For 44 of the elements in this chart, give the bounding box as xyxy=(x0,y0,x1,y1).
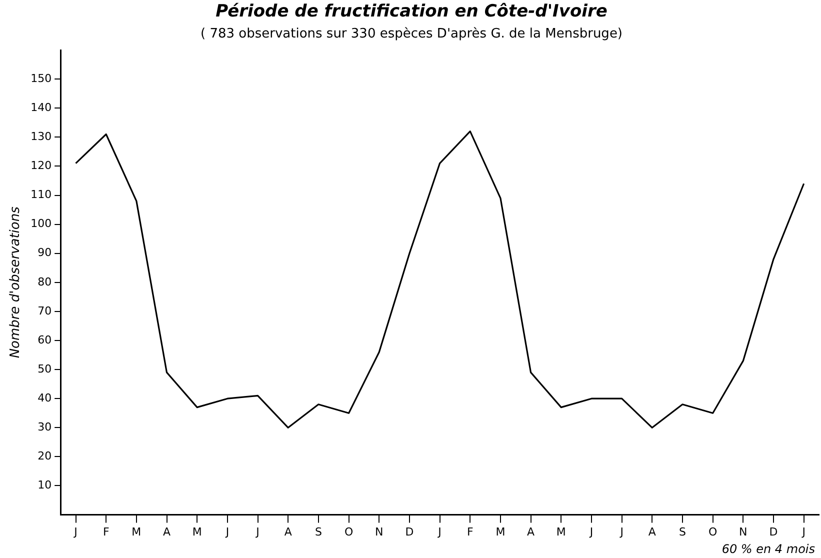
x-tick-label: N xyxy=(739,525,748,538)
chart-subtitle: ( 783 observations sur 330 espèces D'après G. de la Mensbruge) xyxy=(200,26,623,42)
y-tick-label: 80 xyxy=(38,275,52,288)
y-tick-label: 90 xyxy=(38,246,52,260)
y-tick-label: 60 xyxy=(38,333,52,346)
y-tick-label: 130 xyxy=(30,130,52,144)
y-tick-label: 40 xyxy=(38,391,52,404)
y-axis-title: Nombre d'observations xyxy=(8,206,24,358)
x-tick-label: M xyxy=(132,525,142,538)
x-tick-label: D xyxy=(405,525,414,538)
x-tick-label: J xyxy=(801,525,806,538)
x-tick-label: S xyxy=(678,525,686,538)
x-tick-label: A xyxy=(527,525,536,538)
text: 60 % en 4 mois xyxy=(722,542,815,556)
x-tick-label: M xyxy=(496,525,506,538)
y-tick-label: 20 xyxy=(38,450,52,463)
x-tick-label: M xyxy=(192,525,202,538)
x-tick-label: M xyxy=(556,525,566,538)
x-tick-label: A xyxy=(284,525,292,538)
y-tick-label: 100 xyxy=(30,217,52,230)
x-tick-label: N xyxy=(375,525,384,538)
x-tick-label: J xyxy=(255,525,260,538)
x-tick-label: O xyxy=(344,525,354,538)
y-tick-label: 50 xyxy=(38,362,52,376)
y-tick-label: 140 xyxy=(30,100,52,114)
y-tick-label: 70 xyxy=(38,304,52,318)
chart-title: Période de fructification en Côte-d'Ivoire xyxy=(216,2,608,22)
y-tick-label: 110 xyxy=(30,188,52,202)
y-tick-label: 150 xyxy=(30,72,52,85)
x-tick-label: A xyxy=(163,525,172,538)
x-tick-label: S xyxy=(314,525,322,538)
x-tick-label: O xyxy=(708,525,718,538)
y-tick-label: 10 xyxy=(38,478,52,492)
x-tick-label: J xyxy=(437,525,442,538)
x-tick-label: J xyxy=(619,525,624,538)
x-tick-label: A xyxy=(648,525,656,538)
x-tick-label: J xyxy=(73,525,78,538)
x-tick-label: J xyxy=(588,525,594,538)
x-tick-label: F xyxy=(102,525,110,538)
y-tick-label: 120 xyxy=(30,159,52,172)
y-tick-label: 30 xyxy=(38,420,52,434)
x-tick-label: F xyxy=(466,525,474,538)
x-tick-label: D xyxy=(769,525,778,538)
x-tick-label: J xyxy=(224,525,230,538)
